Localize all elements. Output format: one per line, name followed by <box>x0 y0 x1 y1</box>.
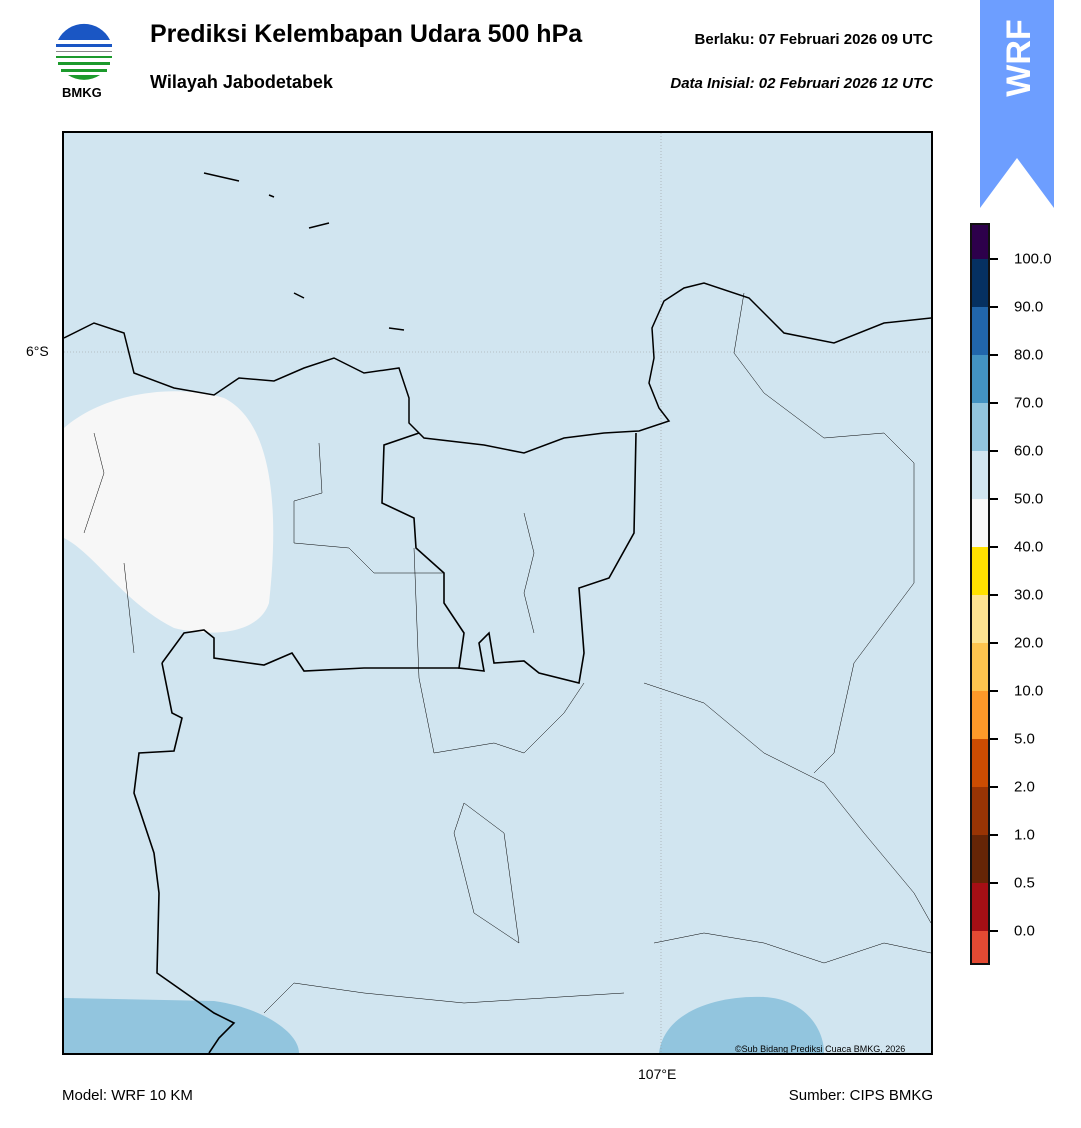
colorbar-tick <box>990 594 998 596</box>
colorbar-segment <box>972 883 988 931</box>
valid-time: Berlaku: 07 Februari 2026 09 UTC <box>694 31 933 48</box>
colorbar-tick <box>990 306 998 308</box>
colorbar-tick-label: 60.0 <box>1014 442 1044 460</box>
colorbar-segment <box>972 739 988 787</box>
page-title: Prediksi Kelembapan Udara 500 hPa <box>150 20 583 48</box>
source-label: Sumber: CIPS BMKG <box>788 1087 933 1104</box>
colorbar-segment <box>972 259 988 307</box>
colorbar-segment <box>972 225 988 259</box>
copyright-text: ©Sub Bidang Prediksi Cuaca BMKG, 2026 <box>735 1044 906 1054</box>
wet-patch-se <box>659 996 824 1053</box>
wrf-badge-text: WRF <box>1000 19 1038 96</box>
colorbar-tick-label: 30.0 <box>1014 586 1044 604</box>
province-border <box>133 432 637 1054</box>
model-label: Model: WRF 10 KM <box>62 1087 193 1104</box>
colorbar-tick <box>990 690 998 692</box>
colorbar-segment <box>972 499 988 547</box>
coastline <box>63 172 932 454</box>
colorbar-segment <box>972 307 988 355</box>
colorbar-tick-label: 20.0 <box>1014 634 1044 652</box>
colorbar-tick <box>990 882 998 884</box>
colorbar-tick-label: 70.0 <box>1014 394 1044 412</box>
colorbar-segment <box>972 643 988 691</box>
wrf-badge: WRF <box>980 0 1054 208</box>
colorbar-tick-label: 0.0 <box>1014 922 1035 940</box>
longitude-label: 107°E <box>638 1066 677 1082</box>
colorbar-segment <box>972 451 988 499</box>
logo-text: BMKG <box>62 85 102 100</box>
colorbar-segment <box>972 595 988 643</box>
latitude-label: 6°S <box>26 343 49 359</box>
bmkg-logo <box>55 21 113 80</box>
colorbar-tick <box>990 354 998 356</box>
colorbar-tick-label: 50.0 <box>1014 490 1044 508</box>
colorbar-tick-label: 5.0 <box>1014 730 1035 748</box>
humidity-map[interactable] <box>62 131 933 1055</box>
map-canvas <box>63 133 932 1054</box>
colorbar-segment <box>972 547 988 595</box>
initial-time: Data Inisial: 02 Februari 2026 12 UTC <box>670 75 933 92</box>
colorbar-segment <box>972 835 988 883</box>
dry-patch <box>64 391 274 633</box>
colorbar-tick-label: 40.0 <box>1014 538 1044 556</box>
colorbar-segment <box>972 403 988 451</box>
colorbar-tick-label: 1.0 <box>1014 826 1035 844</box>
colorbar-segment <box>972 355 988 403</box>
wet-patch-sw <box>64 998 299 1053</box>
colorbar-tick <box>990 498 998 500</box>
colorbar <box>970 223 990 965</box>
colorbar-tick <box>990 930 998 932</box>
colorbar-tick <box>990 642 998 644</box>
colorbar-tick-label: 80.0 <box>1014 346 1044 364</box>
colorbar-tick <box>990 834 998 836</box>
colorbar-tick-label: 2.0 <box>1014 778 1035 796</box>
colorbar-tick <box>990 738 998 740</box>
colorbar-tick-label: 100.0 <box>1014 250 1052 268</box>
regency-borders <box>83 292 932 1014</box>
colorbar-tick-label: 90.0 <box>1014 298 1044 316</box>
colorbar-tick <box>990 402 998 404</box>
colorbar-tick-label: 0.5 <box>1014 874 1035 892</box>
colorbar-segment <box>972 787 988 835</box>
colorbar-tick-label: 10.0 <box>1014 682 1044 700</box>
colorbar-tick <box>990 258 998 260</box>
region-subtitle: Wilayah Jabodetabek <box>150 72 333 92</box>
colorbar-tick <box>990 546 998 548</box>
colorbar-segment <box>972 691 988 739</box>
colorbar-tick <box>990 786 998 788</box>
colorbar-tick <box>990 450 998 452</box>
colorbar-segment <box>972 931 988 963</box>
